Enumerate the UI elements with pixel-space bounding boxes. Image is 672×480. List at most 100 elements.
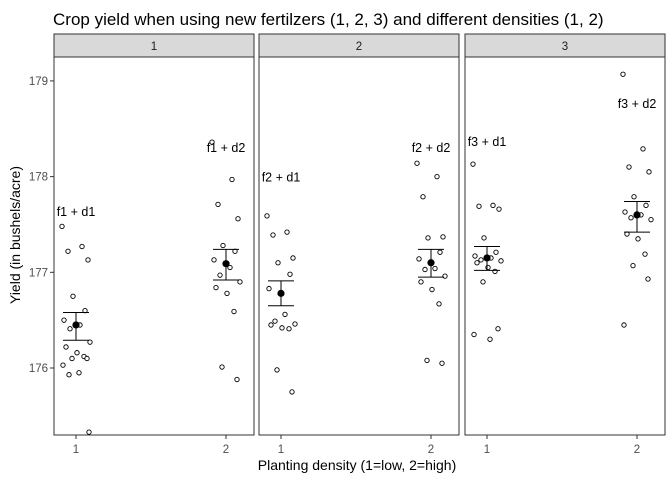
data-point xyxy=(432,265,438,272)
y-tick-label: 176 xyxy=(29,363,48,375)
group-annotation: f2 + d2 xyxy=(412,141,451,155)
data-point xyxy=(440,234,446,240)
group-annotation: f3 + d2 xyxy=(618,97,657,111)
data-point xyxy=(66,372,72,378)
data-point xyxy=(414,160,420,166)
data-point xyxy=(74,350,80,356)
data-point xyxy=(478,257,484,263)
x-tick-label: 2 xyxy=(223,444,229,456)
data-point xyxy=(628,215,634,221)
group-annotation: f1 + d2 xyxy=(207,141,246,155)
data-point xyxy=(648,217,654,223)
data-point xyxy=(474,260,480,266)
data-point xyxy=(481,235,487,241)
data-point xyxy=(631,194,637,200)
data-point xyxy=(268,322,274,328)
data-point xyxy=(70,293,76,299)
data-point xyxy=(61,317,67,323)
data-point xyxy=(490,202,496,208)
data-point xyxy=(416,256,422,262)
data-point xyxy=(485,264,491,271)
data-point xyxy=(434,173,440,180)
data-point xyxy=(79,243,85,250)
data-point xyxy=(640,146,646,152)
data-point xyxy=(476,203,482,209)
data-point xyxy=(495,326,501,332)
data-point xyxy=(272,318,278,324)
data-point xyxy=(643,202,649,208)
data-point xyxy=(492,268,498,275)
x-tick-label: 1 xyxy=(484,444,490,456)
data-point xyxy=(224,290,230,297)
data-point xyxy=(487,336,493,342)
facet-panel-1: 1 1 2 f1 + d1 f1 + d2 xyxy=(53,33,255,456)
mean-point xyxy=(277,289,285,297)
facet-panels: 176 177 178 179 1 1 2 f1 + d1 f1 + d2 2 1 2 f2 + d1 f… xyxy=(29,33,666,456)
data-point xyxy=(286,326,292,332)
data-point xyxy=(231,308,237,315)
data-point xyxy=(287,271,293,277)
data-point xyxy=(217,272,223,278)
data-point xyxy=(425,235,431,241)
group-annotation: f2 + d1 xyxy=(262,171,301,185)
group-annotation: f1 + d1 xyxy=(57,205,96,219)
y-tick-label: 177 xyxy=(29,267,48,279)
data-point xyxy=(472,253,478,259)
data-point xyxy=(646,169,652,175)
data-point xyxy=(289,389,295,395)
y-tick-label: 179 xyxy=(29,76,48,88)
panel-border xyxy=(53,56,255,436)
data-point xyxy=(86,429,92,435)
strip-label: 1 xyxy=(151,41,157,53)
data-point xyxy=(498,258,504,264)
data-point xyxy=(67,326,73,332)
mean-point xyxy=(483,254,491,262)
chart-title: Crop yield when using new fertilzers (1,… xyxy=(53,10,604,29)
data-point xyxy=(496,206,502,212)
group-annotation: f3 + d1 xyxy=(468,135,507,149)
data-point xyxy=(626,164,632,170)
data-point xyxy=(69,355,75,362)
data-point xyxy=(76,370,82,376)
data-point xyxy=(279,325,285,331)
data-point xyxy=(471,331,477,338)
data-point xyxy=(429,286,435,293)
data-point xyxy=(275,260,281,266)
facet-panel-2: 2 1 2 f2 + d1 f2 + d2 xyxy=(258,33,460,456)
data-point xyxy=(422,266,428,273)
data-point xyxy=(266,285,272,292)
data-point xyxy=(436,301,442,307)
facet-panel-3: 3 1 2 f3 + d1 f3 + d2 xyxy=(464,33,666,456)
data-point xyxy=(60,362,66,368)
data-point xyxy=(209,139,215,145)
data-point xyxy=(274,367,280,373)
data-point xyxy=(211,257,217,263)
data-point xyxy=(284,229,290,235)
data-point xyxy=(439,360,445,366)
data-point xyxy=(234,376,240,383)
strip-label: 2 xyxy=(356,41,362,53)
data-point xyxy=(229,176,235,183)
mean-point xyxy=(633,211,641,219)
data-point xyxy=(264,213,270,219)
data-point xyxy=(418,279,424,285)
data-point xyxy=(635,236,641,242)
data-point xyxy=(437,249,443,255)
data-point xyxy=(227,264,233,271)
y-tick-label: 178 xyxy=(29,172,48,184)
x-tick-label: 1 xyxy=(73,444,79,456)
strip-label: 3 xyxy=(562,41,568,53)
data-point xyxy=(480,279,486,285)
data-point xyxy=(63,344,69,350)
data-point xyxy=(85,257,91,263)
data-point xyxy=(213,284,219,291)
data-point xyxy=(87,339,93,345)
panel-border xyxy=(464,56,666,436)
data-point xyxy=(270,232,276,238)
data-point xyxy=(470,161,476,167)
data-point xyxy=(235,216,241,222)
x-tick-label: 2 xyxy=(428,444,434,456)
y-axis-title: Yield (in bushels/acre) xyxy=(7,166,23,304)
data-point xyxy=(630,262,636,269)
mean-point xyxy=(72,321,80,329)
